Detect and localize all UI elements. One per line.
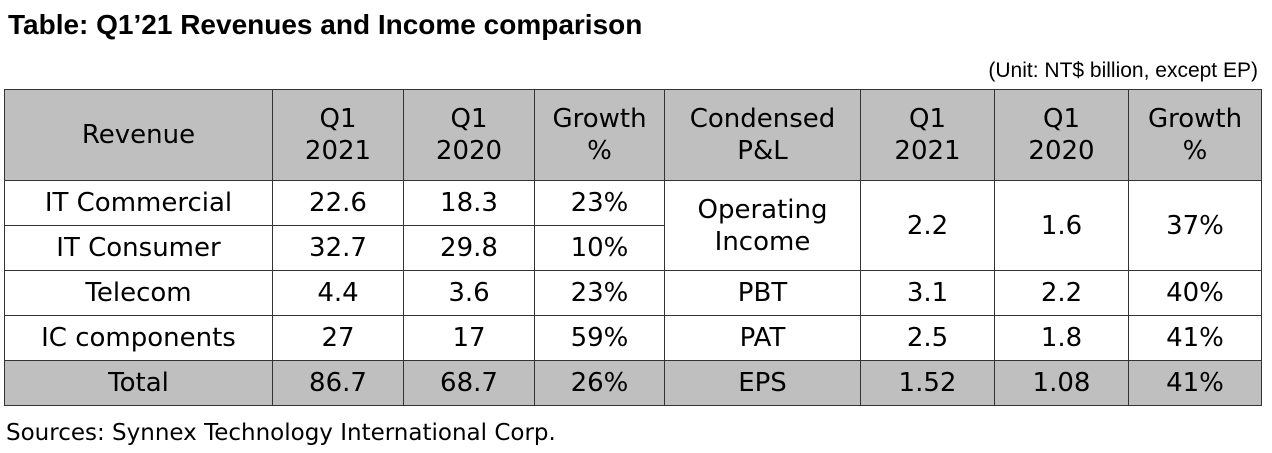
pl-name: Operating Income [664,180,861,271]
table-row: IT Commercial 22.6 18.3 23% Operating Inc… [4,180,1262,271]
revenue-q1-2020: 3.6 [403,270,535,316]
header-pl-growth: Growth% [1128,89,1262,181]
pl-q1-2021: 2.2 [860,180,995,271]
source-note: Sources: Synnex Technology International… [6,420,556,446]
comparison-table: Revenue Q1 2021 Q1 2020 Growth% Condensed P… [4,89,1262,406]
pl-q1-2020: 1.6 [994,180,1129,271]
revenue-name: IT Consumer [4,225,273,271]
revenue-q1-2021: 4.4 [272,270,404,316]
header-q1-2020: Q1 2020 [403,89,535,181]
revenue-growth: 10% [534,225,665,271]
revenue-q1-2021: 27 [272,315,404,361]
revenue-name: IC components [4,315,273,361]
pl-q1-2020: 1.8 [994,315,1129,361]
header-pl-q1-2020: Q1 2020 [994,89,1129,181]
revenue-q1-2020: 68.7 [403,360,535,406]
pl-growth: 41% [1128,315,1262,361]
revenue-name: Telecom [4,270,273,316]
header-q1-2021: Q1 2021 [272,89,404,181]
header-pl-q1-2021: Q1 2021 [860,89,995,181]
pl-growth: 37% [1128,180,1262,271]
pl-name: PAT [664,315,861,361]
table-row: Telecom 4.4 3.6 23% PBT 3.1 2.2 40% [4,270,1262,316]
header-revenue: Revenue [4,89,273,181]
revenue-q1-2020: 18.3 [403,180,535,226]
pl-name: EPS [664,360,861,406]
revenue-name: IT Commercial [4,180,273,226]
pl-q1-2020: 2.2 [994,270,1129,316]
header-row: Revenue Q1 2021 Q1 2020 Growth% Condensed P… [4,89,1262,181]
pl-q1-2021: 2.5 [860,315,995,361]
table-row: IC components 27 17 59% PAT 2.5 1.8 41% [4,315,1262,361]
header-growth: Growth% [534,89,665,181]
table-title: Table: Q1’21 Revenues and Income compari… [8,9,643,40]
header-condensed-pl: Condensed P&L [664,89,861,181]
revenue-q1-2021: 32.7 [272,225,404,271]
total-row: Total 86.7 68.7 26% EPS 1.52 1.08 41% [4,360,1262,406]
revenue-growth: 59% [534,315,665,361]
revenue-growth: 26% [534,360,665,406]
revenue-name: Total [4,360,273,406]
revenue-q1-2021: 86.7 [272,360,404,406]
revenue-growth: 23% [534,180,665,226]
revenue-q1-2020: 29.8 [403,225,535,271]
pl-name: PBT [664,270,861,316]
revenue-q1-2021: 22.6 [272,180,404,226]
pl-q1-2021: 1.52 [860,360,995,406]
revenue-growth: 23% [534,270,665,316]
pl-q1-2021: 3.1 [860,270,995,316]
pl-growth: 41% [1128,360,1262,406]
pl-q1-2020: 1.08 [994,360,1129,406]
revenue-q1-2020: 17 [403,315,535,361]
unit-note: (Unit: NT$ billion, except EP) [988,59,1258,82]
pl-growth: 40% [1128,270,1262,316]
